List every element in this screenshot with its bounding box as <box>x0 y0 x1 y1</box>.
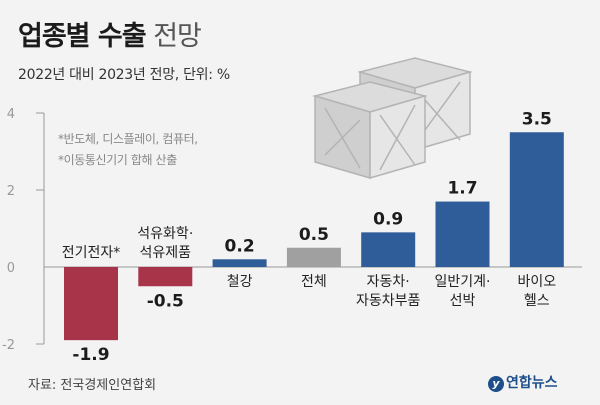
crates-illustration <box>312 57 473 179</box>
title-light: 전망 <box>153 21 202 52</box>
category-label: 철강 <box>227 274 253 290</box>
value-label: -1.9 <box>72 345 109 365</box>
bar <box>435 201 490 267</box>
category-label: 헬스 <box>524 293 550 309</box>
bar <box>509 132 564 267</box>
y-tick-label: 0 <box>7 261 15 276</box>
value-label: 0.5 <box>299 225 329 245</box>
category-label: 바이오 <box>517 274 556 290</box>
category-label: 일반기계· <box>435 274 491 290</box>
bar <box>361 232 416 267</box>
publisher-logo: y 연합뉴스 <box>488 372 558 392</box>
category-label: 선박 <box>450 293 476 309</box>
category-label: 석유제품 <box>140 245 192 261</box>
category-label: 자동차부품 <box>356 293 421 309</box>
chart-subtitle: 2022년 대비 2023년 전망, 단위: % <box>18 67 230 83</box>
chart-note-1: *반도체, 디스플레이, 컴퓨터, <box>58 132 198 146</box>
value-label: 0.2 <box>225 236 255 256</box>
chart-note-2: *이동통신기기 합해 산출 <box>58 153 177 167</box>
source-text: 자료: 전국경제인연합회 <box>28 378 157 393</box>
logo-text: 연합뉴스 <box>506 375 558 391</box>
logo-icon: y <box>488 376 504 392</box>
y-tick-label: -2 <box>2 338 15 353</box>
bar <box>286 247 341 267</box>
y-tick-label: 4 <box>7 107 15 122</box>
category-label: 전기전자* <box>62 245 121 261</box>
title-bold: 업종별 수출 <box>18 21 147 52</box>
bar <box>64 267 118 341</box>
y-tick-label: 2 <box>7 184 15 199</box>
chart-title: 업종별 수출 전망 <box>18 14 202 53</box>
value-label: 3.5 <box>522 109 552 129</box>
value-label: 0.9 <box>373 209 403 229</box>
category-label: 석유화학· <box>137 226 193 242</box>
value-label: -0.5 <box>147 291 184 311</box>
bar <box>212 259 267 267</box>
value-label: 1.7 <box>447 179 477 199</box>
category-label: 전체 <box>301 274 327 290</box>
bar <box>138 267 193 287</box>
category-label: 자동차· <box>367 274 410 290</box>
